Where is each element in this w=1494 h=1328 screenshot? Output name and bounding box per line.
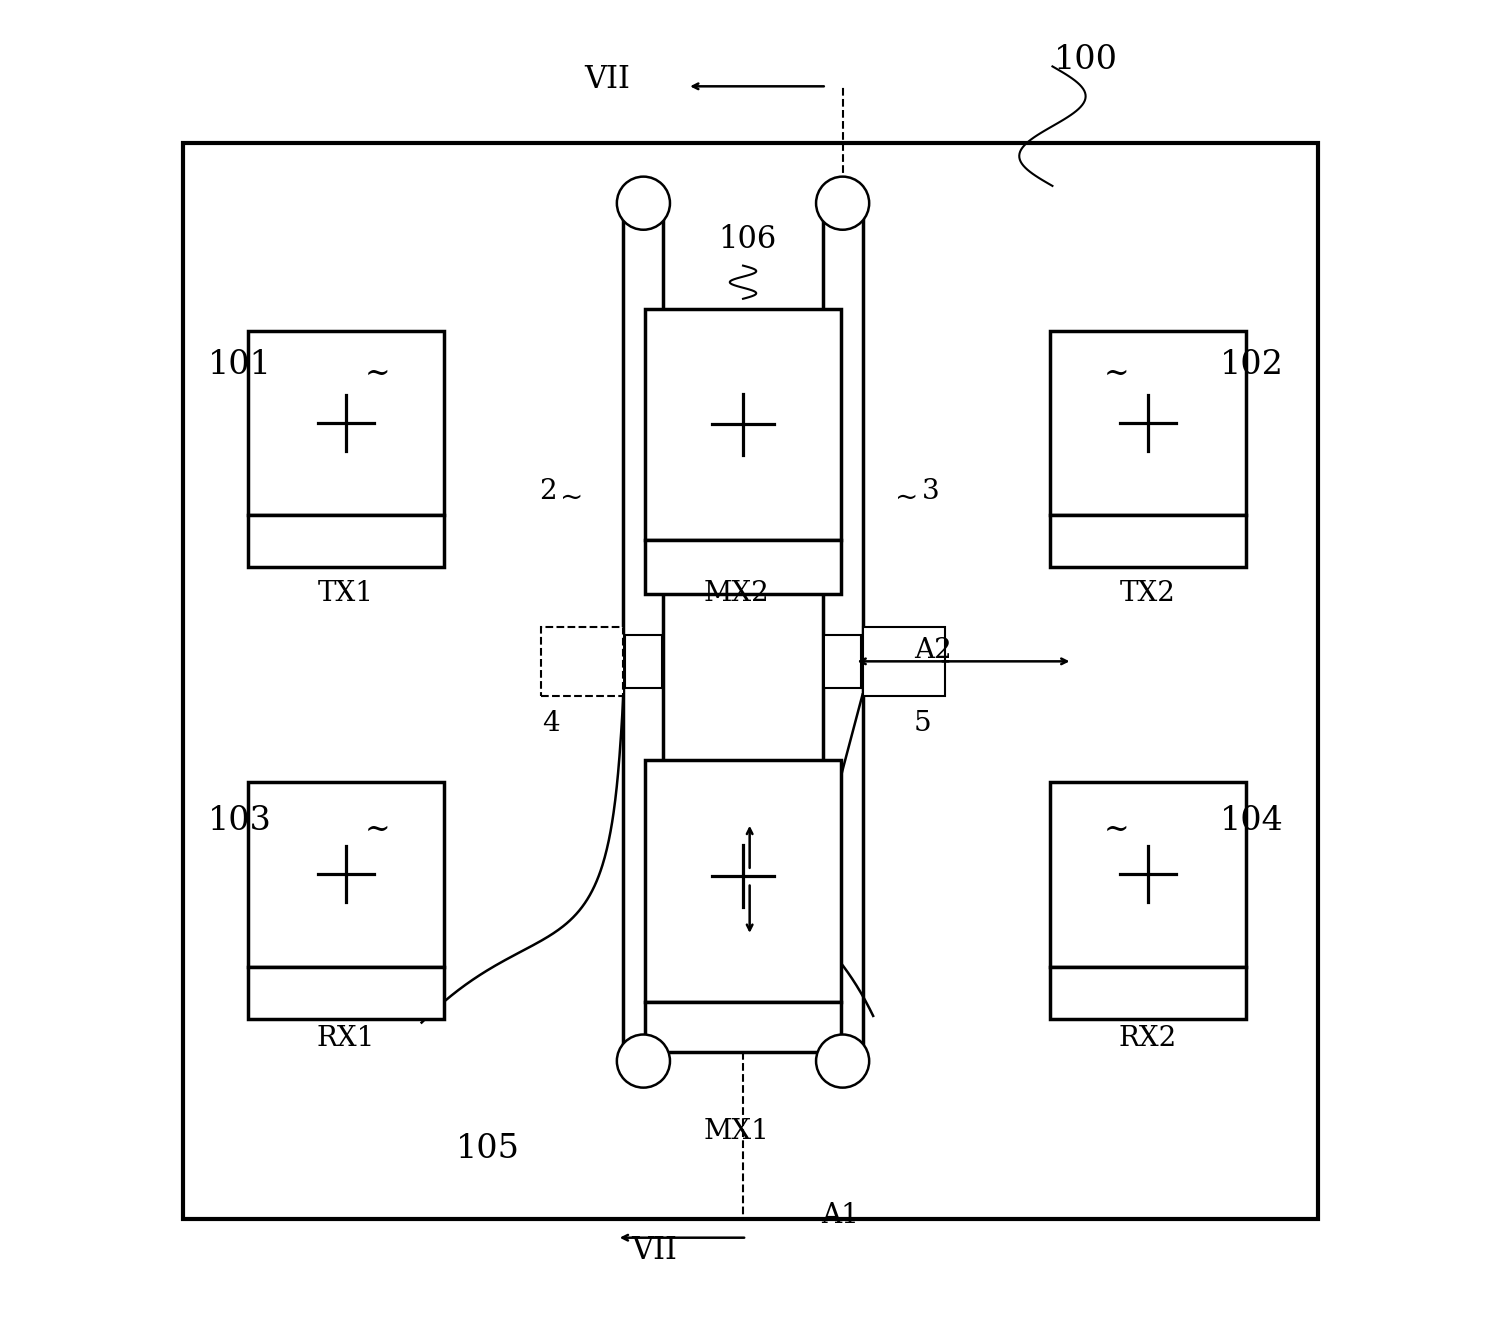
Circle shape bbox=[617, 1035, 669, 1088]
Text: RX1: RX1 bbox=[317, 1025, 375, 1052]
Bar bbox=[623, 216, 663, 1048]
Bar bbox=[645, 308, 841, 540]
Text: 3: 3 bbox=[922, 478, 940, 505]
Text: 5: 5 bbox=[913, 710, 931, 737]
Bar bbox=[248, 782, 444, 967]
Text: 103: 103 bbox=[208, 805, 272, 837]
Text: 105: 105 bbox=[456, 1133, 520, 1165]
Text: ~: ~ bbox=[365, 359, 390, 390]
Text: ~: ~ bbox=[1104, 814, 1129, 846]
Bar bbox=[1050, 515, 1246, 567]
Bar bbox=[182, 143, 1318, 1219]
Bar bbox=[825, 635, 861, 688]
Text: TX2: TX2 bbox=[1120, 580, 1176, 607]
Bar bbox=[248, 967, 444, 1019]
Circle shape bbox=[617, 177, 669, 230]
Text: 4: 4 bbox=[542, 710, 559, 737]
Bar bbox=[645, 540, 841, 594]
Bar bbox=[1050, 967, 1246, 1019]
Bar bbox=[624, 635, 662, 688]
Bar bbox=[823, 216, 862, 1048]
Circle shape bbox=[816, 177, 870, 230]
Bar bbox=[541, 627, 623, 696]
Text: MX2: MX2 bbox=[704, 580, 769, 607]
Text: ~: ~ bbox=[560, 485, 583, 511]
Bar bbox=[1050, 782, 1246, 967]
Text: TX1: TX1 bbox=[318, 580, 374, 607]
Text: MX1: MX1 bbox=[704, 1118, 769, 1145]
Text: ~: ~ bbox=[895, 485, 917, 511]
Bar bbox=[645, 1003, 841, 1052]
Bar bbox=[645, 760, 841, 1003]
Text: VII: VII bbox=[584, 64, 630, 96]
Text: 101: 101 bbox=[208, 349, 272, 381]
Bar bbox=[862, 627, 944, 696]
Text: ~: ~ bbox=[365, 814, 390, 846]
Text: 106: 106 bbox=[719, 223, 775, 255]
Text: A1: A1 bbox=[822, 1202, 859, 1228]
Text: VII: VII bbox=[630, 1235, 677, 1267]
Text: 2: 2 bbox=[539, 478, 557, 505]
Text: 104: 104 bbox=[1219, 805, 1283, 837]
Text: 100: 100 bbox=[1053, 44, 1118, 76]
Text: RX2: RX2 bbox=[1119, 1025, 1177, 1052]
Text: A2: A2 bbox=[914, 637, 952, 664]
Text: 102: 102 bbox=[1219, 349, 1283, 381]
Circle shape bbox=[816, 1035, 870, 1088]
Bar bbox=[1050, 331, 1246, 515]
Text: ~: ~ bbox=[1104, 359, 1129, 390]
Bar bbox=[248, 331, 444, 515]
Bar bbox=[248, 515, 444, 567]
